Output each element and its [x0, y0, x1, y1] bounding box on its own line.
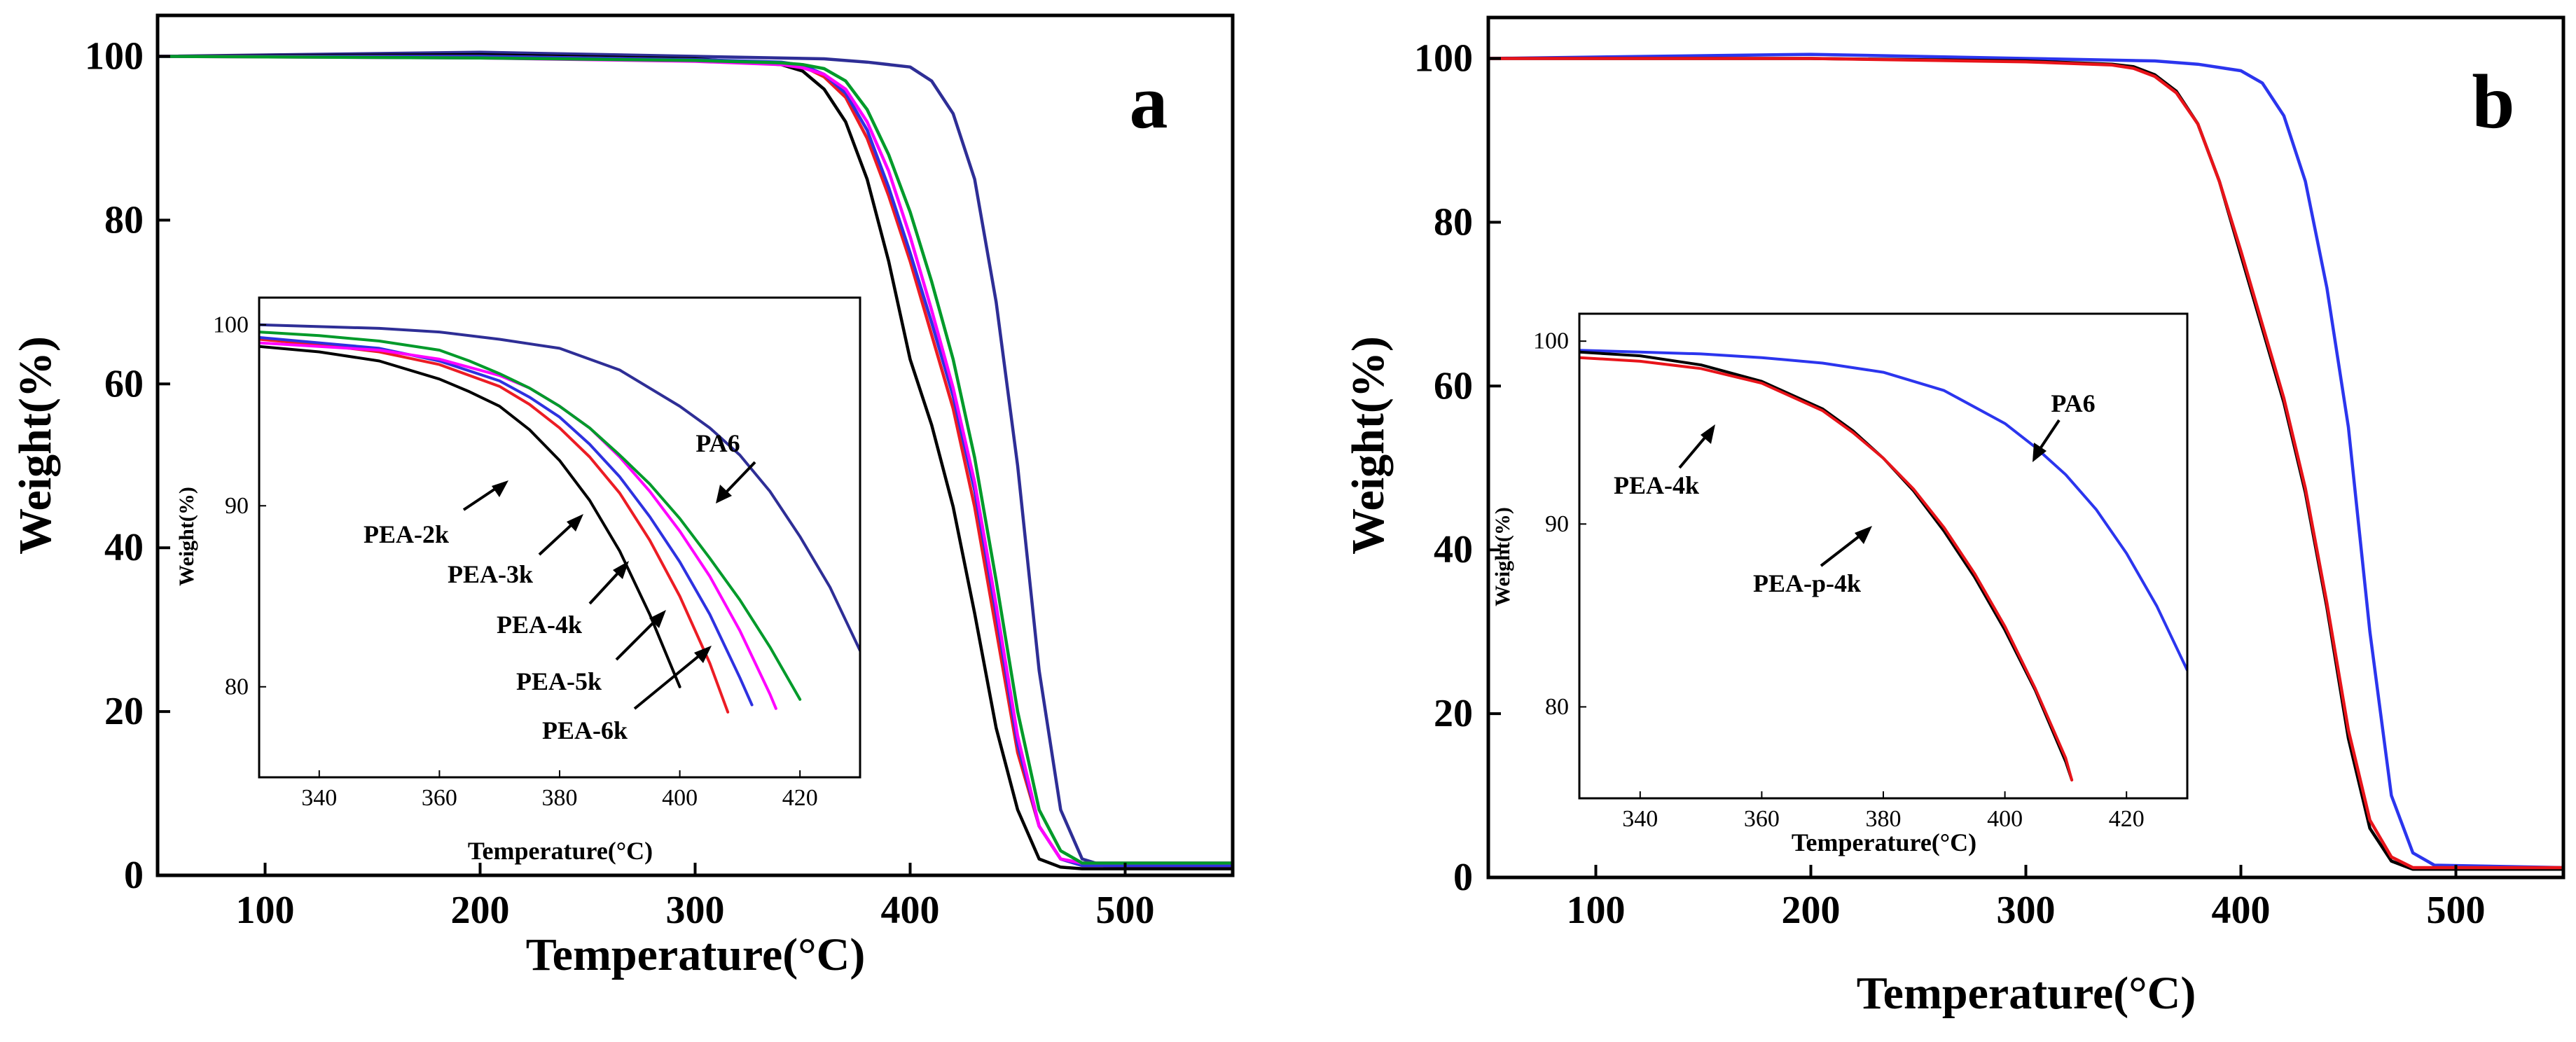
- panel-a-main-y-tick-label-60: 60: [104, 362, 144, 405]
- arrowhead-pea-4k: [613, 561, 629, 579]
- panel-a-main-x-tick-label-300: 300: [666, 889, 725, 932]
- panel-a-main-series-pa6: [158, 50, 1233, 869]
- panel-a-inset-x-tick-label-400: 400: [662, 785, 698, 811]
- panel-a-inset-x-tick-label-340: 340: [301, 785, 337, 811]
- annotation-pea-6k: PEA-6k: [542, 716, 628, 744]
- panel-b-inset-series-pea-p-4k: [1579, 356, 2074, 782]
- panel-a-annotations: PA6 PEA-2k PEA-3k PEA-4k PEA-5k PEA-6k: [363, 429, 756, 744]
- panel-a-inset-series-pea-6k: [259, 331, 802, 701]
- panel-b-main-y-tick-label-40: 40: [1434, 528, 1473, 571]
- arrowhead-pea-6k: [694, 646, 712, 663]
- panel-b-main-series: [1488, 53, 2563, 871]
- panel-a-inset-x-axis-label: Temperature(°C): [468, 837, 653, 865]
- panel-a-main-x-tick-label-400: 400: [881, 889, 940, 932]
- panel-a-x-axis-label: Temperature(°C): [526, 929, 866, 980]
- panel-a-main-x-tick-label-200: 200: [451, 889, 510, 932]
- panel-b-main-ticks: 100 200 300 400 500 0 20 40 60 80 100: [1414, 36, 2486, 932]
- arrow-b-pea-4k: [1678, 431, 1710, 469]
- panel-b-main-x-tick-label-500: 500: [2427, 889, 2486, 932]
- panel-b-inset-x-tick-label-340: 340: [1622, 806, 1658, 832]
- panel-a-inset-y-tick-label-80: 80: [225, 674, 249, 700]
- panel-a-inset-y-tick-label-90: 90: [225, 493, 249, 519]
- annotation-pea-2k: PEA-2k: [363, 520, 449, 548]
- panel-b-annotations: PA6 PEA-4k PEA-p-4k: [1614, 389, 2096, 597]
- panel-a-inset-y-tick-label-100: 100: [213, 312, 249, 338]
- panel-a-main-y-tick-label-80: 80: [104, 198, 144, 242]
- arrowhead-b-pea-p-4k: [1855, 526, 1872, 544]
- panel-a-main-series-pea-6k: [158, 55, 1233, 865]
- panel-a-inset-series-pea-3k: [259, 338, 730, 714]
- panel-a-inset-x-tick-label-420: 420: [782, 785, 818, 811]
- panel-a-inset-series-pea-2k: [259, 345, 681, 688]
- panel-b-inset-x-tick-label-380: 380: [1866, 806, 1902, 832]
- arrowhead-pea-5k: [649, 610, 666, 628]
- panel-b-main-series-pa6: [1488, 53, 2563, 870]
- panel-b-main-x-tick-label-100: 100: [1567, 889, 1626, 932]
- arrowhead-pea-3k: [567, 514, 583, 532]
- panel-b-main-x-tick-label-300: 300: [1997, 889, 2056, 932]
- arrow-pea-6k: [633, 650, 706, 710]
- arrowhead-b-pea-4k: [1701, 424, 1715, 444]
- panel-b-main-x-tick-label-200: 200: [1782, 889, 1841, 932]
- panel-b-inset-ticks: 340 360 380 400 420 80 90 100: [1533, 328, 2145, 832]
- panel-b-y-axis-label: Weight(%): [1343, 336, 1394, 555]
- panel-a-inset-x-tick-label-380: 380: [542, 785, 578, 811]
- panel-b-main-x-tick-label-400: 400: [2212, 889, 2271, 932]
- arrow-pea-5k: [615, 615, 661, 661]
- panel-b-inset-y-tick-label-90: 90: [1545, 511, 1569, 537]
- annotation-pea-3k: PEA-3k: [448, 560, 533, 588]
- panel-b-letter: b: [2472, 59, 2514, 144]
- panel-b-main-series-pea-p-4k: [1488, 57, 2563, 870]
- panel-a-main-ticks: 100 200 300 400 500 0 20 40 60 80 100: [85, 34, 1155, 932]
- annotation-pea-4k: PEA-4k: [497, 611, 582, 639]
- panel-b-main-y-tick-label-60: 60: [1434, 364, 1473, 408]
- panel-a-main-x-tick-label-100: 100: [236, 889, 295, 932]
- panel-b-inset-y-tick-label-80: 80: [1545, 694, 1569, 720]
- panel-b-inset-x-tick-label-420: 420: [2109, 806, 2145, 832]
- panel-b-inset-y-tick-label-100: 100: [1533, 328, 1569, 354]
- panel-b-main-y-tick-label-0: 0: [1453, 856, 1473, 899]
- arrowhead-pea-2k: [492, 480, 508, 497]
- panel-b-inset-x-tick-label-360: 360: [1744, 806, 1780, 832]
- panel-b-inset-background: [1579, 314, 2187, 798]
- panel-b-inset-x-axis-label: Temperature(°C): [1792, 828, 1976, 856]
- panel-b-x-axis-label: Temperature(°C): [1857, 968, 2196, 1019]
- panel-b: 100 200 300 400 500 0 20 40 60 80 100 b Temperatur…: [1343, 15, 2565, 1019]
- panel-b-main-y-tick-label-80: 80: [1434, 200, 1473, 244]
- panel-a-main-x-tick-label-500: 500: [1096, 889, 1155, 932]
- panel-a: 100 200 300 400 500 0 20 40 60 80 100 a Temperatur…: [10, 13, 1235, 980]
- annotation-b-pea-4k: PEA-4k: [1614, 471, 1699, 499]
- panel-a-main-series: [158, 50, 1233, 870]
- panel-b-main-y-tick-label-100: 100: [1414, 36, 1473, 80]
- panel-a-inset-series: [259, 323, 860, 714]
- panel-a-main-series-pea-5k: [158, 55, 1233, 865]
- annotation-pa6: PA6: [695, 429, 740, 457]
- annotation-b-pea-p-4k: PEA-p-4k: [1753, 569, 1861, 597]
- panel-b-main-y-tick-label-20: 20: [1434, 692, 1473, 735]
- panel-a-main-y-tick-label-100: 100: [85, 34, 144, 78]
- panel-a-main-y-tick-label-20: 20: [104, 690, 144, 733]
- panel-a-inset-ticks: 340 360 380 400 420 80 90 100: [213, 312, 818, 811]
- panel-a-inset-x-tick-label-360: 360: [422, 785, 457, 811]
- panel-a-letter: a: [1130, 59, 1168, 144]
- panel-a-y-axis-label: Weight(%): [10, 336, 61, 555]
- arrowhead-b-pa6: [2033, 443, 2047, 462]
- arrow-b-pea-p-4k: [1820, 531, 1866, 567]
- panel-a-inset-y-axis-label: Weight(%): [175, 487, 198, 586]
- panel-b-inset-series: [1579, 349, 2187, 782]
- annotation-b-pa6: PA6: [2051, 389, 2095, 417]
- panel-b-inset-series-pa6: [1579, 349, 2187, 672]
- panel-a-main-y-tick-label-40: 40: [104, 526, 144, 569]
- annotation-pea-5k: PEA-5k: [516, 667, 602, 695]
- panel-b-inset-x-tick-label-400: 400: [1987, 806, 2023, 832]
- arrowhead-pa6: [716, 485, 732, 503]
- panel-a-main-y-tick-label-0: 0: [124, 854, 144, 897]
- panel-b-inset-y-axis-label: Weight(%): [1491, 507, 1514, 606]
- panel-a-inset-series-pa6: [259, 323, 860, 653]
